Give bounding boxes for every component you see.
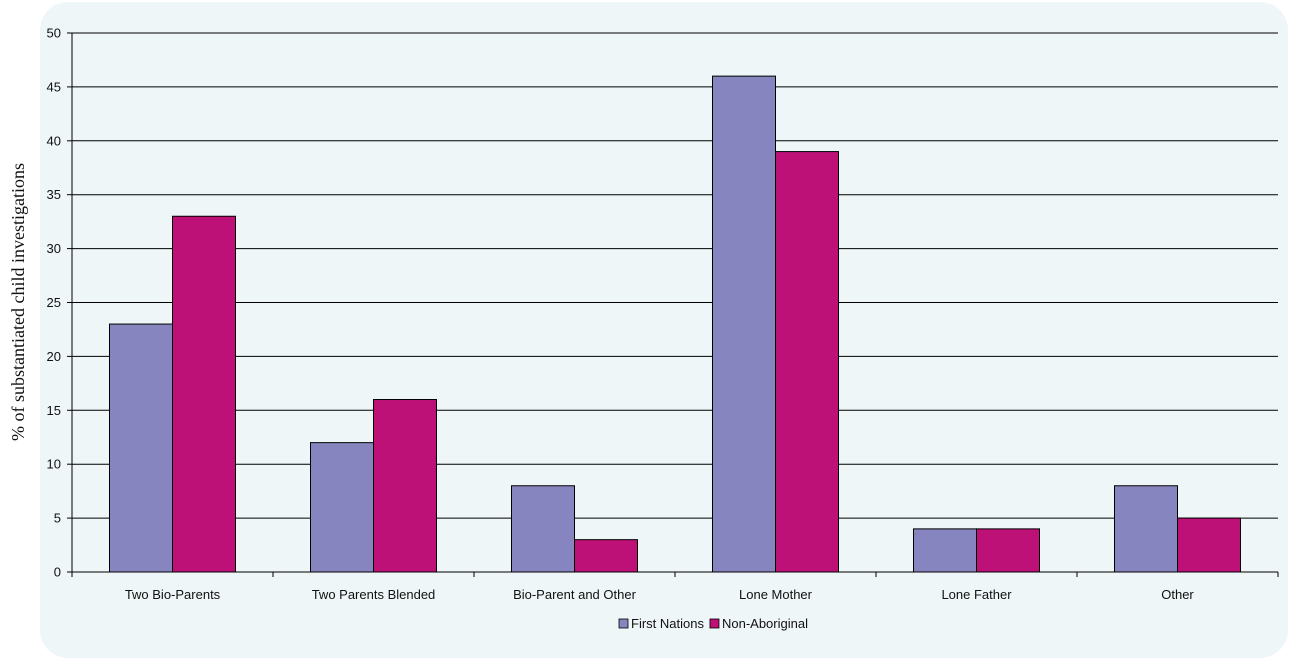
bar-first-nations-4 — [913, 528, 977, 573]
gridlines — [67, 32, 1278, 573]
y-tick-label: 30 — [47, 241, 61, 256]
legend-label-non-aboriginal: Non-Aboriginal — [722, 616, 808, 631]
y-tick-label: 45 — [47, 79, 61, 94]
bars — [109, 75, 1241, 573]
legend-swatch-first-nations — [618, 618, 629, 629]
x-tick-label: Bio-Parent and Other — [513, 587, 637, 602]
legend-swatch-non-aboriginal — [709, 618, 720, 629]
bar-non-aboriginal-1 — [373, 399, 437, 573]
x-tick-label: Other — [1161, 587, 1194, 602]
chart-panel — [40, 2, 1288, 658]
x-tick-label: Lone Mother — [739, 587, 813, 602]
bar-first-nations-1 — [310, 442, 374, 573]
bar-non-aboriginal-2 — [574, 539, 638, 573]
y-tick-label: 15 — [47, 403, 61, 418]
bar-first-nations-0 — [109, 323, 173, 573]
y-tick-label: 5 — [54, 511, 61, 526]
bar-first-nations-2 — [511, 485, 575, 573]
y-tick-label: 50 — [47, 26, 61, 41]
bar-non-aboriginal-4 — [976, 528, 1040, 573]
y-tick-label: 35 — [47, 187, 61, 202]
bar-non-aboriginal-3 — [775, 151, 839, 573]
legend: First Nations Non-Aboriginal — [618, 616, 808, 631]
bar-non-aboriginal-5 — [1177, 517, 1241, 573]
y-tick-label: 0 — [54, 565, 61, 580]
y-tick-label: 10 — [47, 457, 61, 472]
y-tick-label: 25 — [47, 295, 61, 310]
bar-first-nations-5 — [1114, 485, 1178, 573]
y-tick-label: 20 — [47, 349, 61, 364]
y-axis-label: % of substantiated child investigations — [8, 163, 28, 441]
y-tick-labels: 0 5 10 15 20 25 30 35 40 45 50 — [47, 26, 61, 580]
y-tick-label: 40 — [47, 133, 61, 148]
legend-label-first-nations: First Nations — [631, 616, 704, 631]
bar-non-aboriginal-0 — [172, 215, 236, 573]
bar-first-nations-3 — [712, 75, 776, 573]
x-tick-label: Two Bio-Parents — [125, 587, 221, 602]
axes — [71, 33, 1279, 577]
x-tick-label: Two Parents Blended — [312, 587, 436, 602]
x-tick-labels: Two Bio-Parents Two Parents Blended Bio-Pa… — [125, 587, 1195, 602]
x-tick-label: Lone Father — [941, 587, 1012, 602]
